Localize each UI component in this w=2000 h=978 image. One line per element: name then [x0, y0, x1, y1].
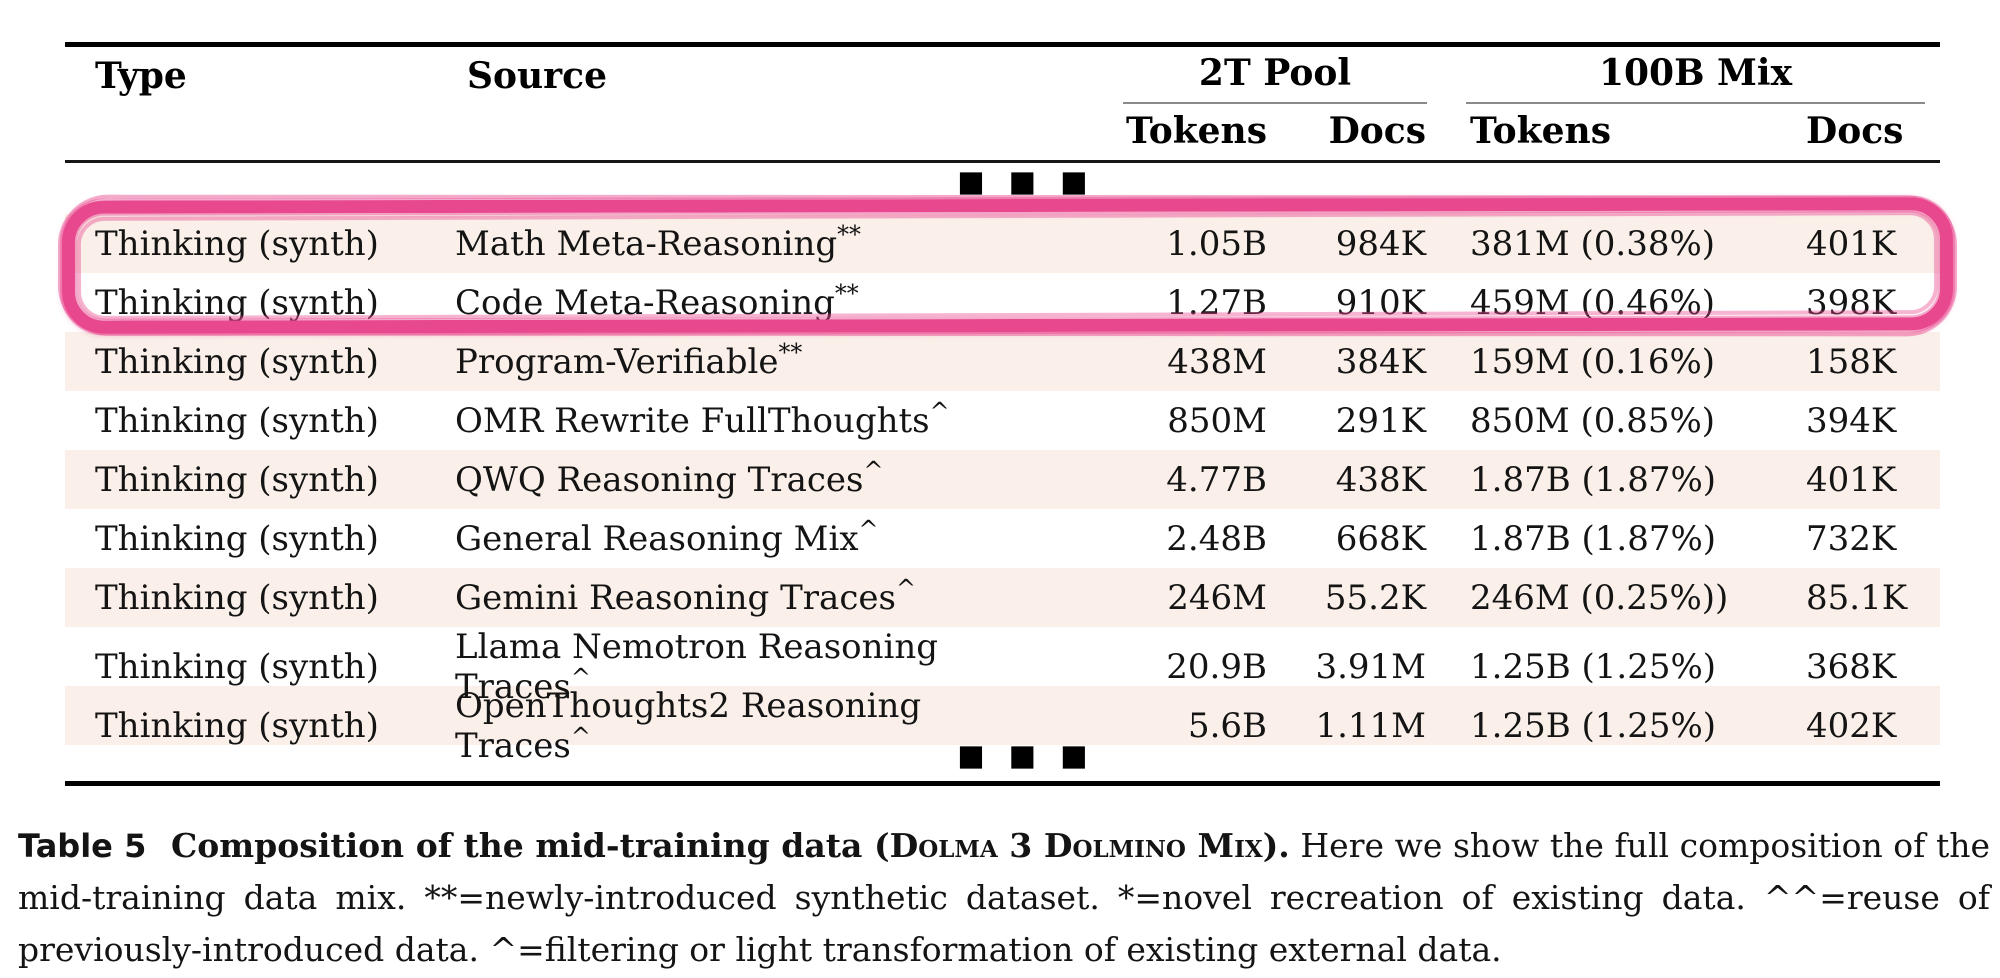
cell-2t-tokens: 5.6B [1187, 706, 1267, 746]
cell-type: Thinking (synth) [95, 518, 379, 559]
source-marker: ^ [929, 397, 950, 426]
cell-2t-docs: 1.11M [1315, 706, 1426, 746]
cell-100b-docs: 401K [1806, 459, 1897, 500]
cell-type: Thinking (synth) [95, 341, 379, 382]
cell-100b-tokens: 1.25B (1.25%) [1470, 647, 1717, 687]
table-row: Thinking (synth) Program-Verifiable** 43… [65, 332, 1940, 391]
cell-2t-docs: 291K [1335, 400, 1426, 441]
caption-title-prefix: Composition of the mid-training data ( [170, 826, 890, 865]
cell-type: Thinking (synth) [95, 577, 379, 618]
table-row: Thinking (synth) OMR Rewrite FullThought… [65, 391, 1940, 450]
source-name: OpenThoughts2 Reasoning Traces [455, 686, 922, 766]
column-header-100b-tokens: Tokens [1470, 110, 1611, 152]
table-row: Thinking (synth) Llama Nemotron Reasonin… [65, 627, 1940, 707]
cell-2t-tokens: 850M [1167, 400, 1267, 441]
source-name: QWQ Reasoning Traces [455, 459, 864, 500]
cell-100b-tokens: 159M (0.16%) [1470, 341, 1716, 382]
cell-100b-docs: 368K [1806, 647, 1897, 687]
source-marker: ** [778, 338, 803, 367]
table-bottom-rule [65, 781, 1940, 786]
cell-source: QWQ Reasoning Traces^ [455, 458, 1000, 500]
cell-100b-tokens: 1.25B (1.25%) [1470, 706, 1717, 746]
source-name: Program-Verifiable [455, 341, 779, 382]
cell-type: Thinking (synth) [95, 647, 379, 687]
table-row: Thinking (synth) General Reasoning Mix^ … [65, 509, 1940, 568]
cell-100b-docs: 158K [1806, 341, 1897, 382]
cell-100b-tokens: 1.87B (1.87%) [1470, 459, 1717, 500]
cell-2t-docs: 384K [1335, 341, 1426, 382]
cell-2t-tokens: 246M [1167, 577, 1267, 618]
caption-title-smallcaps: Dolma 3 Dolmino Mix [889, 826, 1263, 865]
column-header-source: Source [467, 55, 607, 97]
cell-source: Program-Verifiable** [455, 340, 1000, 382]
cell-100b-tokens: 1.87B (1.87%) [1470, 518, 1717, 559]
column-header-100b-docs: Docs [1806, 110, 1904, 152]
cell-source: OpenThoughts2 Reasoning Traces^ [455, 686, 1000, 766]
caption-title-suffix: ). [1262, 826, 1290, 865]
cell-2t-docs: 438K [1335, 459, 1426, 500]
source-name: Gemini Reasoning Traces [455, 577, 896, 618]
source-marker: ^ [858, 515, 879, 544]
cell-source: General Reasoning Mix^ [455, 517, 1000, 559]
cell-type: Thinking (synth) [95, 706, 379, 746]
source-name: Llama Nemotron Reasoning Traces [455, 627, 939, 707]
header-separator-rule [65, 160, 1940, 163]
table-caption: Table 5 Composition of the mid-training … [18, 820, 1990, 976]
cell-100b-tokens: 246M (0.25%)) [1470, 577, 1729, 618]
source-marker: ^ [570, 722, 591, 751]
cell-2t-tokens: 438M [1167, 341, 1267, 382]
cell-2t-tokens: 4.77B [1166, 459, 1267, 500]
table-row: Thinking (synth) Gemini Reasoning Traces… [65, 568, 1940, 627]
source-marker: ^ [570, 663, 591, 692]
cell-type: Thinking (synth) [95, 400, 379, 441]
source-name: General Reasoning Mix [455, 518, 859, 559]
cell-source: Gemini Reasoning Traces^ [455, 576, 1000, 618]
source-marker: ^ [863, 456, 884, 485]
cell-type: Thinking (synth) [95, 459, 379, 500]
column-header-2t-tokens: Tokens [1126, 110, 1267, 152]
column-header-2t-docs: Docs [1328, 110, 1426, 152]
cell-2t-docs: 668K [1335, 518, 1426, 559]
table-row: Thinking (synth) QWQ Reasoning Traces^ 4… [65, 450, 1940, 509]
cell-2t-tokens: 2.48B [1166, 518, 1267, 559]
column-header-type: Type [95, 55, 187, 97]
cell-source: Llama Nemotron Reasoning Traces^ [455, 627, 1000, 707]
cell-2t-docs: 3.91M [1315, 647, 1426, 687]
cell-100b-docs: 402K [1806, 706, 1897, 746]
cell-100b-docs: 732K [1806, 518, 1897, 559]
cell-100b-tokens: 850M (0.85%) [1470, 400, 1716, 441]
column-group-2t-pool: 2T Pool [1123, 52, 1427, 104]
table-top-rule [65, 42, 1940, 47]
table-row: Thinking (synth) OpenThoughts2 Reasoning… [65, 686, 1940, 766]
caption-body: Here we show the full composition of the… [18, 826, 1990, 969]
cell-2t-tokens: 20.9B [1166, 647, 1267, 687]
cell-100b-docs: 85.1K [1806, 577, 1908, 618]
truncation-ellipsis-bottom: ■■■ [957, 738, 1112, 772]
cell-source: OMR Rewrite FullThoughts^ [455, 399, 1000, 441]
source-marker: ^ [895, 574, 916, 603]
source-name: OMR Rewrite FullThoughts [455, 400, 930, 441]
column-group-100b-mix: 100B Mix [1466, 52, 1925, 104]
caption-label: Table 5 [18, 827, 147, 865]
truncation-ellipsis-top: ■■■ [957, 164, 1112, 198]
cell-2t-docs: 55.2K [1324, 577, 1426, 618]
cell-100b-docs: 394K [1806, 400, 1897, 441]
pink-highlight-annotation [61, 197, 1954, 334]
